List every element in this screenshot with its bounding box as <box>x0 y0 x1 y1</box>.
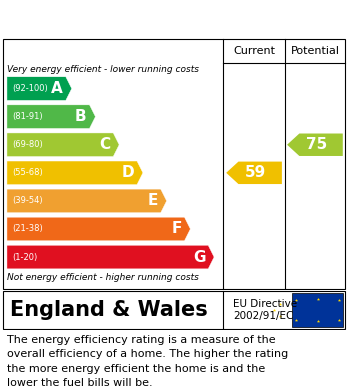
Bar <box>292 293 343 327</box>
Polygon shape <box>7 105 95 129</box>
Text: C: C <box>99 137 110 152</box>
Text: B: B <box>75 109 87 124</box>
Polygon shape <box>7 161 143 185</box>
Polygon shape <box>287 133 343 156</box>
Text: (39-54): (39-54) <box>12 196 43 205</box>
Text: A: A <box>51 81 63 96</box>
Text: G: G <box>193 249 205 265</box>
Text: The energy efficiency rating is a measure of the
overall efficiency of a home. T: The energy efficiency rating is a measur… <box>7 335 288 388</box>
Text: (81-91): (81-91) <box>12 112 43 121</box>
Text: 2002/91/EC: 2002/91/EC <box>233 311 293 321</box>
Text: (69-80): (69-80) <box>12 140 43 149</box>
Text: F: F <box>171 221 182 237</box>
Text: 59: 59 <box>245 165 266 180</box>
Text: (21-38): (21-38) <box>12 224 43 233</box>
Text: Current: Current <box>233 46 275 56</box>
Polygon shape <box>7 189 167 213</box>
Text: Not energy efficient - higher running costs: Not energy efficient - higher running co… <box>7 273 199 282</box>
Text: Potential: Potential <box>291 46 339 56</box>
Polygon shape <box>7 217 190 241</box>
Polygon shape <box>7 133 119 156</box>
Text: England & Wales: England & Wales <box>10 300 208 320</box>
Text: D: D <box>121 165 134 180</box>
Polygon shape <box>7 245 214 269</box>
Text: (1-20): (1-20) <box>12 253 38 262</box>
Text: EU Directive: EU Directive <box>233 299 297 309</box>
Text: Very energy efficient - lower running costs: Very energy efficient - lower running co… <box>7 65 199 74</box>
Text: (55-68): (55-68) <box>12 168 43 178</box>
Text: Energy Efficiency Rating: Energy Efficiency Rating <box>10 10 239 28</box>
Text: 75: 75 <box>306 137 327 152</box>
Polygon shape <box>7 77 72 100</box>
Polygon shape <box>226 161 282 184</box>
Text: E: E <box>148 194 158 208</box>
Text: (92-100): (92-100) <box>12 84 48 93</box>
